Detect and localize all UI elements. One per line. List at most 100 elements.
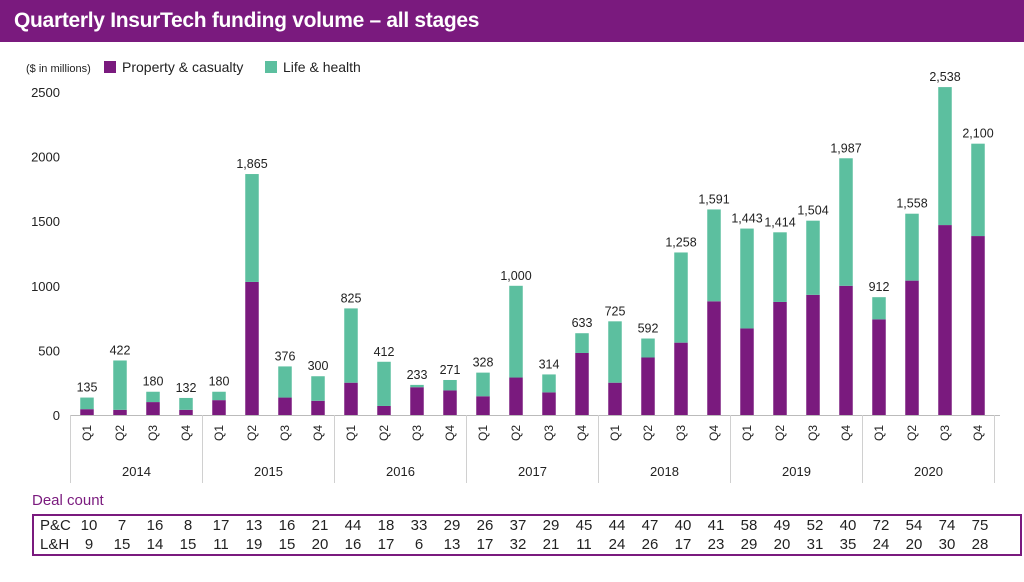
- bar-lh: [179, 398, 193, 410]
- bar-lh: [740, 229, 754, 329]
- bar-total-label: 1,865: [236, 157, 267, 171]
- quarter-label: Q1: [872, 425, 886, 441]
- funding-chart: ($ in millions) Property & casualty Life…: [0, 42, 1024, 492]
- quarter-label: Q4: [443, 425, 457, 441]
- deal-count-value: 15: [174, 536, 202, 553]
- bar-pc: [344, 383, 358, 415]
- deal-count-value: 74: [933, 517, 961, 534]
- legend-swatch-pc: [104, 61, 116, 73]
- deal-count-value: 20: [900, 536, 928, 553]
- deal-row-label: L&H: [40, 536, 69, 553]
- quarter-label: Q1: [80, 425, 94, 441]
- quarter-label: Q2: [377, 425, 391, 441]
- bar-lh: [509, 286, 523, 378]
- bar-pc: [806, 295, 820, 415]
- bar-pc: [146, 402, 160, 415]
- deal-count-value: 75: [966, 517, 994, 534]
- quarter-label: Q3: [278, 425, 292, 441]
- bar-total-label: 132: [176, 381, 197, 395]
- bar-lh: [80, 398, 94, 410]
- deal-count-value: 40: [669, 517, 697, 534]
- quarter-label: Q3: [146, 425, 160, 441]
- quarter-label: Q2: [245, 425, 259, 441]
- deal-count-value: 10: [75, 517, 103, 534]
- deal-count-value: 26: [471, 517, 499, 534]
- y-tick-label: 2500: [31, 85, 60, 100]
- bar-pc: [608, 383, 622, 415]
- deal-count-value: 26: [636, 536, 664, 553]
- legend-swatch-lh: [265, 61, 277, 73]
- bar-lh: [839, 158, 853, 286]
- deal-count-value: 15: [273, 536, 301, 553]
- bar-total-label: 300: [308, 359, 329, 373]
- deal-count-value: 21: [306, 517, 334, 534]
- deal-count-value: 45: [570, 517, 598, 534]
- bar-lh: [641, 339, 655, 358]
- bar-total-label: 1,504: [797, 204, 828, 218]
- bar-lh: [377, 362, 391, 406]
- bar-pc: [839, 286, 853, 415]
- bar-lh: [443, 380, 457, 390]
- year-label: 2020: [914, 464, 943, 479]
- bar-pc: [476, 396, 490, 415]
- bar-pc: [641, 358, 655, 415]
- bar-total-label: 825: [341, 291, 362, 305]
- bar-pc: [740, 328, 754, 415]
- unit-label: ($ in millions): [26, 63, 91, 75]
- deal-count-value: 33: [405, 517, 433, 534]
- bar-total-label: 592: [638, 322, 659, 336]
- year-label: 2014: [122, 464, 151, 479]
- bar-total-label: 725: [605, 304, 626, 318]
- deal-count-value: 30: [933, 536, 961, 553]
- legend: ($ in millions) Property & casualty Life…: [26, 59, 361, 75]
- deal-count-value: 13: [438, 536, 466, 553]
- deal-count-value: 7: [108, 517, 136, 534]
- quarter-label: Q2: [113, 425, 127, 441]
- bar-pc: [674, 343, 688, 415]
- bar-total-label: 2,100: [962, 127, 993, 141]
- deal-count-value: 24: [867, 536, 895, 553]
- deal-count-value: 21: [537, 536, 565, 553]
- bar-lh: [245, 174, 259, 282]
- deal-count-value: 11: [207, 536, 235, 553]
- deal-count-value: 28: [966, 536, 994, 553]
- bar-pc: [113, 410, 127, 415]
- quarter-label: Q3: [938, 425, 952, 441]
- bar-pc: [542, 392, 556, 415]
- deal-count-value: 19: [240, 536, 268, 553]
- deal-count-value: 16: [273, 517, 301, 534]
- bar-total-label: 135: [77, 381, 98, 395]
- deal-count-value: 23: [702, 536, 730, 553]
- bar-total-label: 2,538: [929, 70, 960, 84]
- bar-total-label: 314: [539, 357, 560, 371]
- bar-pc: [245, 282, 259, 415]
- deal-count-value: 17: [207, 517, 235, 534]
- deal-count-value: 29: [735, 536, 763, 553]
- deal-count-value: 16: [339, 536, 367, 553]
- bar-pc: [707, 301, 721, 415]
- bar-lh: [971, 144, 985, 236]
- bar-pc: [377, 406, 391, 415]
- quarter-label: Q1: [740, 425, 754, 441]
- bar-total-label: 1,000: [500, 269, 531, 283]
- y-tick-label: 2000: [31, 150, 60, 165]
- bar-total-label: 1,591: [698, 192, 729, 206]
- deal-count-value: 16: [141, 517, 169, 534]
- deal-count-value: 8: [174, 517, 202, 534]
- deal-count-value: 9: [75, 536, 103, 553]
- deal-count-value: 15: [108, 536, 136, 553]
- bar-pc: [410, 387, 424, 415]
- year-label: 2019: [782, 464, 811, 479]
- quarter-label: Q3: [806, 425, 820, 441]
- deal-count-value: 17: [471, 536, 499, 553]
- bar-total-label: 1,987: [830, 141, 861, 155]
- bar-total-label: 180: [143, 375, 164, 389]
- deal-count-value: 13: [240, 517, 268, 534]
- deal-count-title: Deal count: [32, 492, 104, 509]
- bar-pc: [179, 410, 193, 415]
- deal-row-lh: L&H 9 15 14 15 11 19 15 20 16 17 6 13 17 32 21 11 24 26 17…: [34, 536, 1020, 555]
- bar-lh: [707, 209, 721, 301]
- deal-count-value: 52: [801, 517, 829, 534]
- deal-count-value: 17: [669, 536, 697, 553]
- deal-row-label: P&C: [40, 517, 71, 534]
